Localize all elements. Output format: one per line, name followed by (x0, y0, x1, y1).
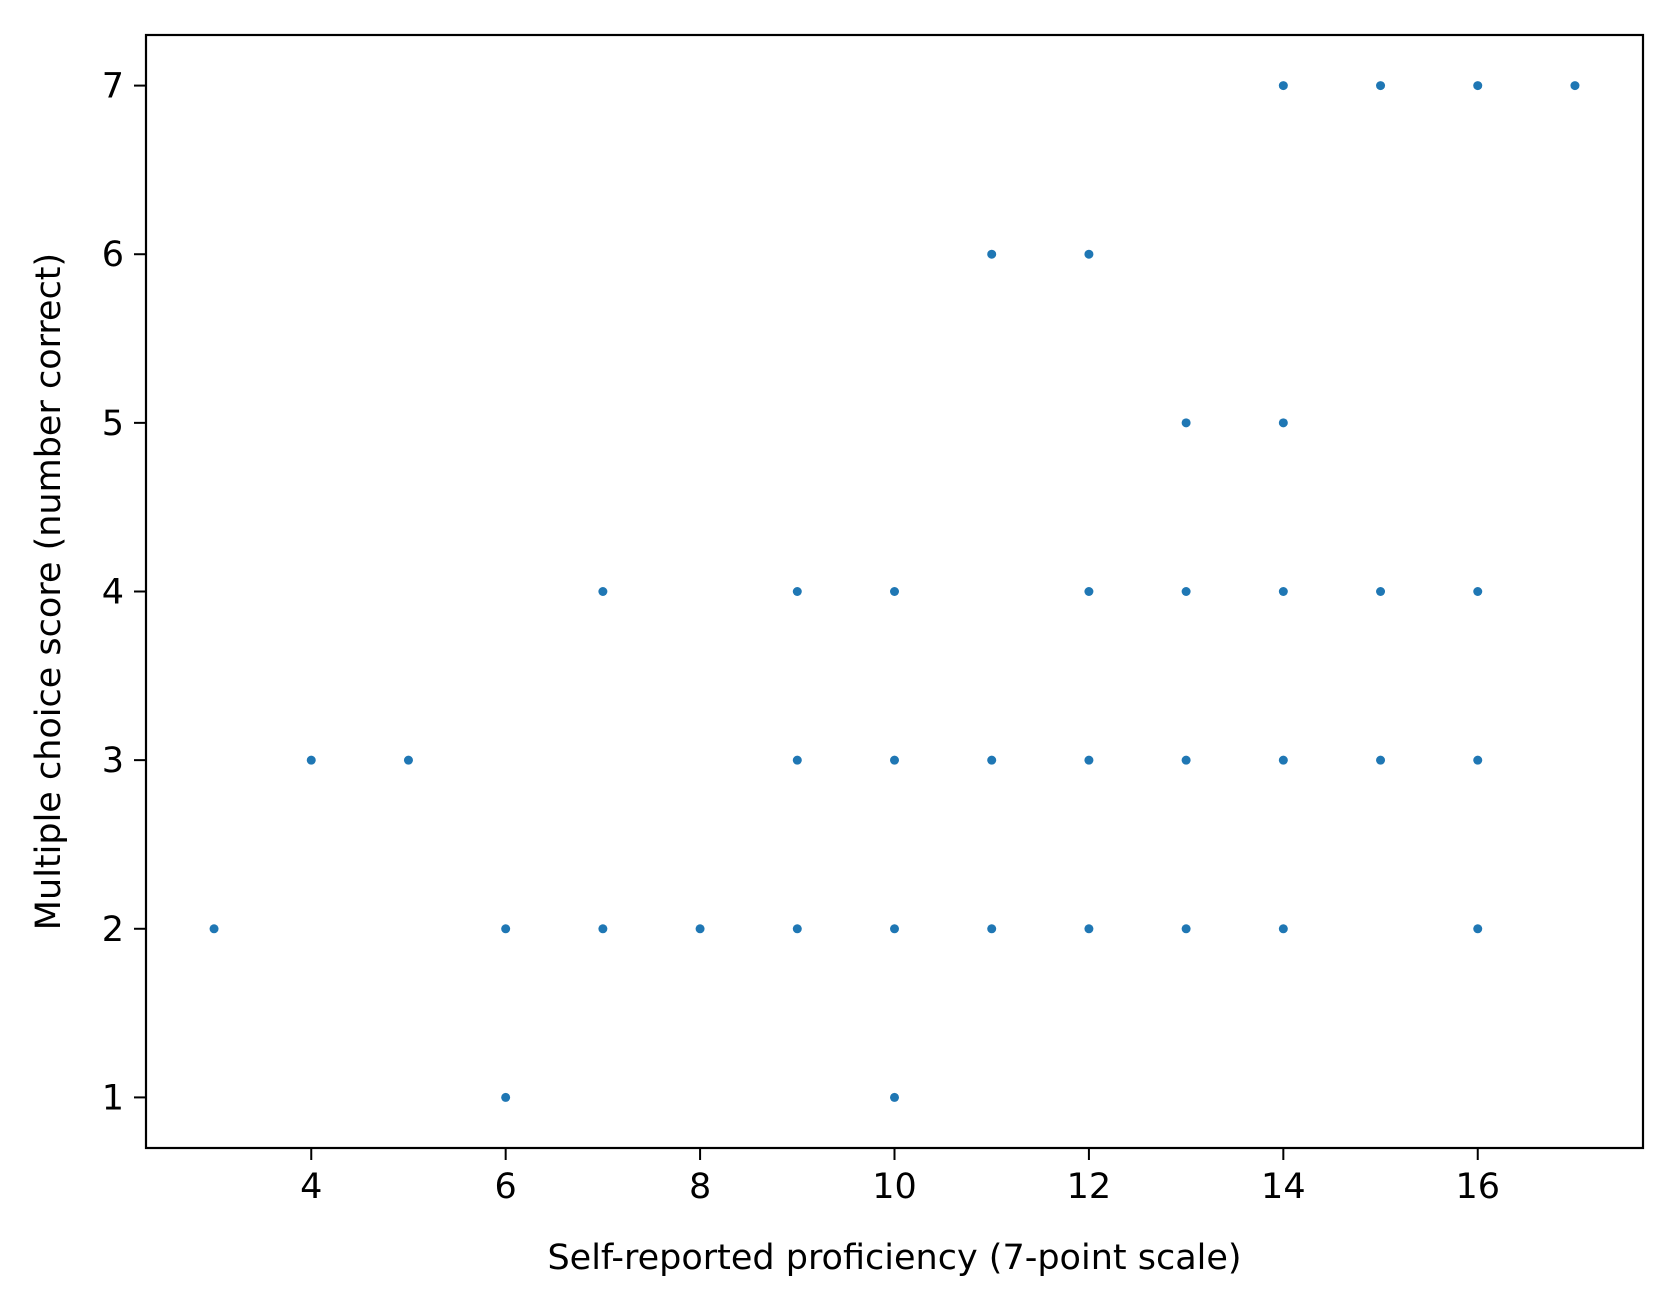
y-tick-label: 5 (102, 404, 124, 444)
x-tick-label: 12 (1067, 1167, 1112, 1207)
data-point (890, 587, 899, 596)
data-point (1473, 924, 1483, 934)
data-point (209, 924, 219, 934)
data-point (1570, 81, 1580, 91)
data-point (403, 755, 413, 765)
y-tick-label: 3 (102, 741, 124, 781)
data-point (987, 924, 997, 934)
data-point (1084, 249, 1094, 259)
data-point (792, 924, 802, 934)
data-point (987, 249, 997, 259)
data-point (1278, 81, 1288, 91)
y-axis-ticks: 1 2 3 4 5 6 7 (102, 67, 146, 1118)
data-point (792, 587, 802, 596)
data-point (1181, 587, 1191, 596)
data-point (1181, 418, 1191, 428)
data-point (598, 924, 608, 934)
x-tick-label: 4 (300, 1167, 322, 1207)
data-point (1473, 587, 1483, 596)
data-point (1278, 924, 1288, 934)
x-tick-label: 10 (872, 1167, 917, 1207)
data-point (1084, 755, 1094, 765)
y-tick-label: 6 (102, 235, 124, 275)
y-tick-label: 1 (102, 1078, 124, 1118)
data-point (501, 1092, 511, 1102)
data-point (890, 924, 899, 934)
x-tick-label: 16 (1455, 1167, 1500, 1207)
data-point (598, 587, 608, 596)
data-point (1181, 924, 1191, 934)
data-point (1278, 418, 1288, 428)
data-point (1473, 755, 1483, 765)
data-point (1473, 81, 1483, 91)
data-point (1084, 587, 1094, 596)
data-point (501, 924, 511, 934)
data-point (890, 755, 899, 765)
data-point (1376, 755, 1386, 765)
data-point (306, 755, 316, 765)
x-axis-title: Self-reported proficiency (7-point scale… (547, 1238, 1241, 1278)
x-axis-ticks: 4 6 8 10 12 14 16 (300, 1148, 1500, 1207)
x-tick-label: 6 (495, 1167, 517, 1207)
y-tick-label: 2 (102, 910, 124, 950)
data-point (695, 924, 705, 934)
x-tick-label: 8 (689, 1167, 711, 1207)
data-point (890, 1092, 899, 1102)
data-point (1278, 755, 1288, 765)
data-point (1278, 587, 1288, 596)
data-point (1084, 924, 1094, 934)
x-tick-label: 14 (1261, 1167, 1306, 1207)
data-point (1376, 81, 1386, 91)
y-axis-title: Multiple choice score (number correct) (29, 253, 69, 930)
data-point (987, 755, 997, 765)
y-tick-label: 7 (102, 67, 124, 107)
data-point (792, 755, 802, 765)
y-tick-label: 4 (102, 573, 124, 613)
data-point (1181, 755, 1191, 765)
data-point (1376, 587, 1386, 596)
data-points (209, 81, 1580, 1102)
